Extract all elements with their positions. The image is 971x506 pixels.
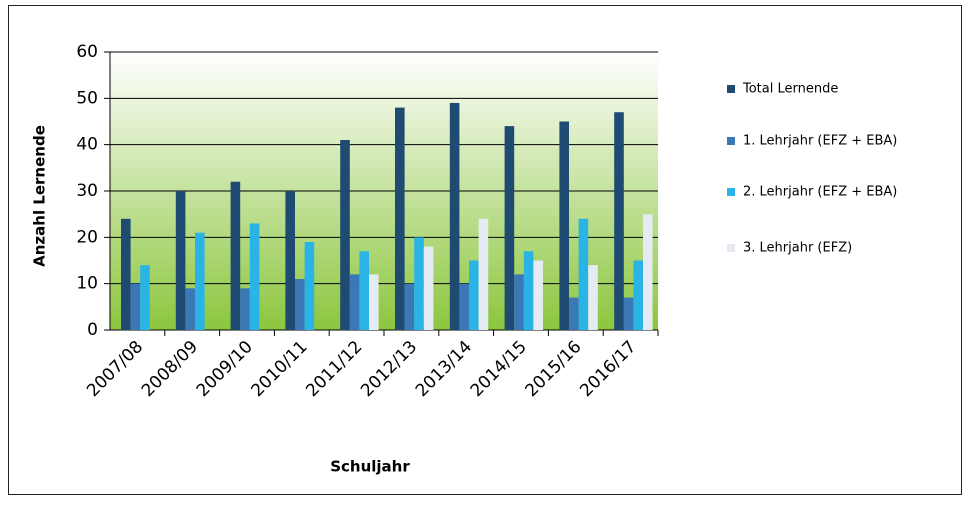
bar <box>633 260 643 330</box>
y-tick-label: 60 <box>76 42 98 62</box>
bar <box>249 223 260 330</box>
legend-swatch <box>727 188 735 196</box>
bar <box>459 283 469 330</box>
y-tick-label: 10 <box>76 274 98 294</box>
bar <box>414 237 424 330</box>
y-tick-label: 40 <box>76 135 98 155</box>
bar <box>349 274 360 330</box>
bar <box>559 121 569 330</box>
bar <box>523 251 534 330</box>
bar <box>533 260 543 330</box>
legend-label: 1. Lehrjahr (EFZ + EBA) <box>743 134 897 149</box>
bar <box>230 181 241 330</box>
legend-label: 3. Lehrjahr (EFZ) <box>743 241 852 256</box>
y-tick-label: 0 <box>87 320 98 340</box>
y-axis-title: Anzahl Lernende <box>31 125 49 267</box>
bar <box>130 283 141 330</box>
bar <box>285 191 295 330</box>
legend-label: Total Lernende <box>742 82 838 97</box>
bar <box>121 218 131 330</box>
bar <box>304 241 315 330</box>
bar <box>623 297 634 330</box>
legend-swatch <box>727 244 735 252</box>
legend-swatch <box>727 137 735 145</box>
bar <box>359 251 369 330</box>
bar <box>295 279 305 330</box>
bar <box>588 265 598 330</box>
x-axis-title: Schuljahr <box>330 458 410 476</box>
bar <box>175 191 186 330</box>
bar <box>469 260 479 330</box>
bar <box>504 126 515 330</box>
bar <box>423 246 434 330</box>
bar <box>240 288 250 330</box>
bar <box>478 218 489 330</box>
bar <box>569 297 579 330</box>
bar <box>578 218 589 330</box>
y-tick-label: 50 <box>76 88 98 108</box>
bar <box>369 274 379 330</box>
legend-label: 2. Lehrjahr (EFZ + EBA) <box>743 185 897 200</box>
bar <box>449 102 460 330</box>
bar <box>195 232 205 330</box>
bar <box>340 140 350 330</box>
bar <box>514 274 524 330</box>
y-tick-label: 30 <box>76 181 98 201</box>
bar <box>395 107 405 330</box>
bar <box>185 288 195 330</box>
bar <box>643 214 653 330</box>
y-tick-label: 20 <box>76 227 98 247</box>
legend-swatch <box>727 85 735 93</box>
bar <box>614 112 624 330</box>
bar <box>140 265 150 330</box>
bar <box>404 283 415 330</box>
